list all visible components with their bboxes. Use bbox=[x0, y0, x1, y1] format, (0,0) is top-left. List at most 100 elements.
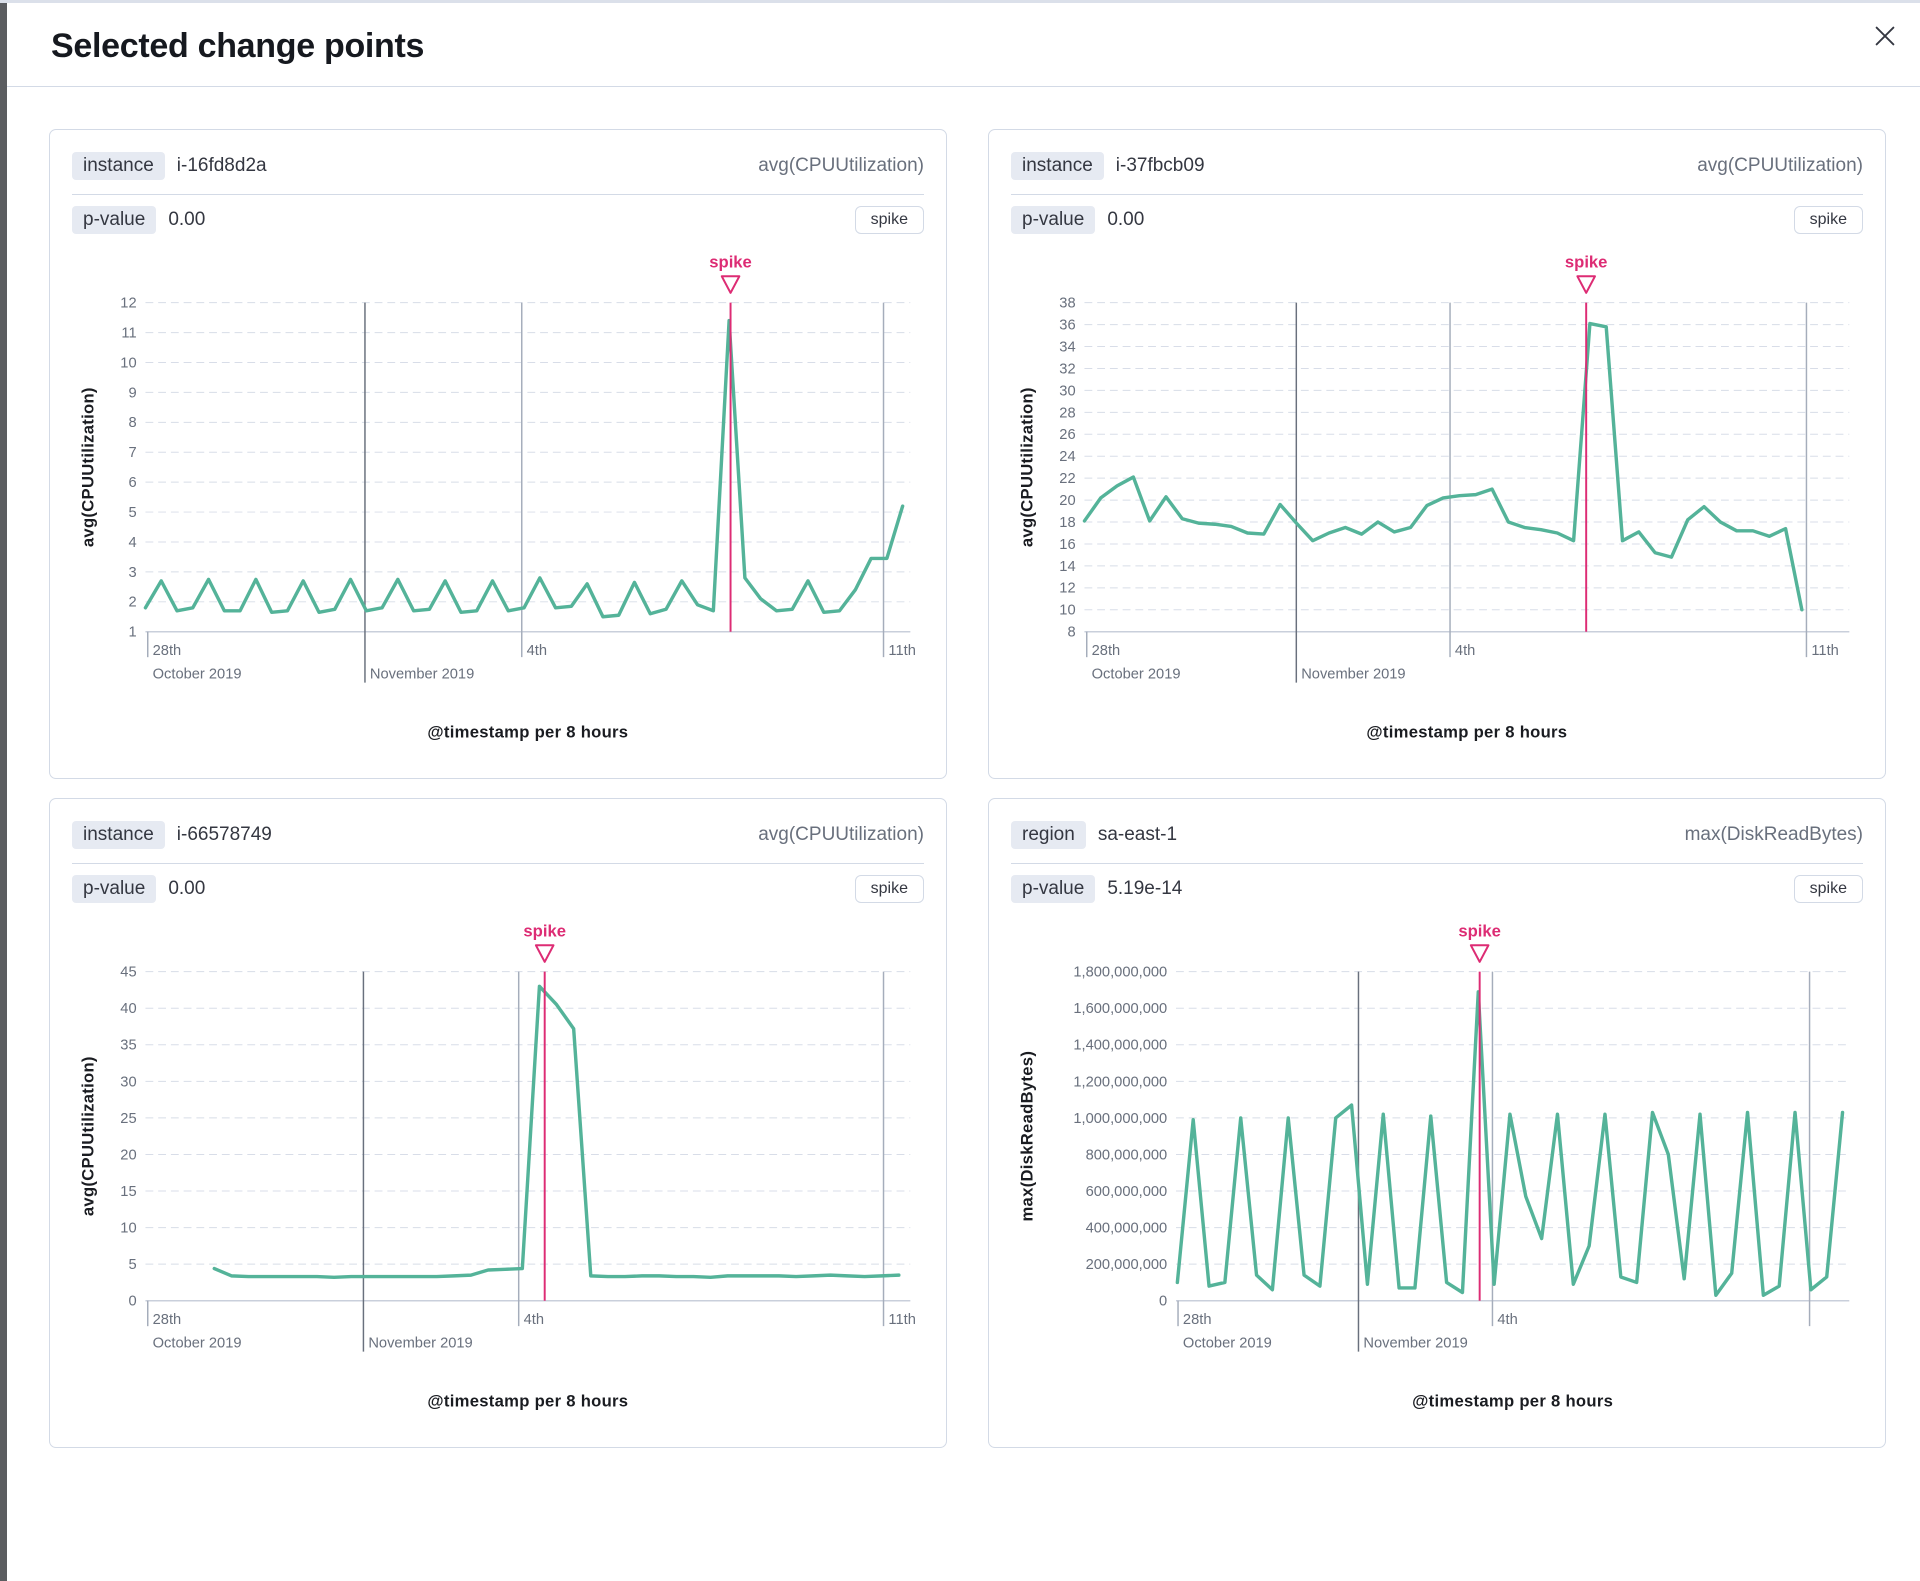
panel-header: instance i-37fbcb09 avg(CPUUtilization) bbox=[1011, 146, 1863, 195]
svg-text:4th: 4th bbox=[527, 643, 547, 659]
p-value-badge: p-value bbox=[1011, 206, 1096, 234]
svg-text:October 2019: October 2019 bbox=[153, 1336, 242, 1352]
svg-text:18: 18 bbox=[1059, 515, 1075, 531]
svg-text:30: 30 bbox=[1059, 383, 1075, 399]
svg-text:11: 11 bbox=[121, 325, 136, 341]
svg-text:20: 20 bbox=[120, 1147, 136, 1163]
svg-text:3: 3 bbox=[128, 565, 136, 581]
selected-change-points-modal: Selected change points instance i-16fd8d… bbox=[7, 3, 1920, 1448]
svg-text:spike: spike bbox=[523, 921, 566, 940]
svg-text:24: 24 bbox=[1059, 449, 1075, 465]
svg-text:avg(CPUUtilization): avg(CPUUtilization) bbox=[1018, 387, 1037, 547]
p-value-badge: p-value bbox=[72, 206, 157, 234]
svg-text:15: 15 bbox=[120, 1184, 136, 1200]
svg-text:0: 0 bbox=[128, 1294, 136, 1310]
change-type-badge[interactable]: spike bbox=[1793, 875, 1863, 903]
change-point-chart[interactable]: 12 11 10 9 8 7 6 5 4 3 2 1 28th October 2019 November … bbox=[72, 240, 924, 749]
svg-text:34: 34 bbox=[1059, 339, 1075, 355]
svg-text:16: 16 bbox=[1059, 537, 1075, 553]
svg-text:28th: 28th bbox=[153, 1312, 182, 1328]
background-app-edge bbox=[0, 3, 7, 1581]
metric-label: avg(CPUUtilization) bbox=[758, 155, 924, 176]
field-value: i-37fbcb09 bbox=[1115, 155, 1205, 176]
svg-text:200,000,000: 200,000,000 bbox=[1086, 1257, 1168, 1273]
metric-label: avg(CPUUtilization) bbox=[1697, 155, 1863, 176]
svg-text:22: 22 bbox=[1059, 471, 1075, 487]
panel-header: region sa-east-1 max(DiskReadBytes) bbox=[1011, 815, 1863, 864]
svg-text:November 2019: November 2019 bbox=[1301, 667, 1405, 683]
field-name-badge: region bbox=[1011, 821, 1086, 849]
p-value-badge: p-value bbox=[1011, 875, 1096, 903]
close-button[interactable] bbox=[1866, 17, 1904, 55]
svg-text:2: 2 bbox=[128, 595, 136, 611]
svg-text:38: 38 bbox=[1059, 296, 1075, 312]
p-value: 5.19e-14 bbox=[1107, 878, 1183, 899]
svg-text:36: 36 bbox=[1059, 318, 1075, 334]
svg-text:5: 5 bbox=[128, 1257, 136, 1273]
svg-text:28th: 28th bbox=[1183, 1312, 1212, 1328]
svg-text:28th: 28th bbox=[1092, 643, 1121, 659]
p-value-row: p-value 0.00 spike bbox=[72, 864, 924, 905]
change-type-badge[interactable]: spike bbox=[854, 875, 924, 903]
change-type-badge[interactable]: spike bbox=[1793, 206, 1863, 234]
p-value-badge: p-value bbox=[72, 875, 157, 903]
svg-text:28th: 28th bbox=[153, 643, 182, 659]
svg-text:10: 10 bbox=[1059, 603, 1075, 619]
svg-text:11th: 11th bbox=[888, 1312, 915, 1328]
svg-text:12: 12 bbox=[120, 296, 136, 312]
svg-text:0: 0 bbox=[1159, 1294, 1167, 1310]
svg-text:spike: spike bbox=[1458, 921, 1501, 940]
change-point-panel: region sa-east-1 max(DiskReadBytes) p-va… bbox=[988, 798, 1886, 1448]
svg-text:8: 8 bbox=[128, 415, 136, 431]
p-value-row: p-value 0.00 spike bbox=[72, 195, 924, 236]
metric-label: max(DiskReadBytes) bbox=[1684, 824, 1863, 845]
svg-text:28: 28 bbox=[1059, 405, 1075, 421]
svg-text:4th: 4th bbox=[524, 1312, 544, 1328]
svg-text:5: 5 bbox=[128, 505, 136, 521]
svg-text:40: 40 bbox=[120, 1001, 136, 1017]
svg-text:20: 20 bbox=[1059, 493, 1075, 509]
svg-text:avg(CPUUtilization): avg(CPUUtilization) bbox=[79, 1056, 98, 1216]
field-value: i-16fd8d2a bbox=[176, 155, 267, 176]
svg-text:November 2019: November 2019 bbox=[368, 1336, 472, 1352]
svg-text:800,000,000: 800,000,000 bbox=[1086, 1147, 1168, 1163]
svg-text:32: 32 bbox=[1059, 361, 1075, 377]
svg-text:October 2019: October 2019 bbox=[153, 667, 242, 683]
svg-text:November 2019: November 2019 bbox=[1363, 1336, 1467, 1352]
panel-header: instance i-16fd8d2a avg(CPUUtilization) bbox=[72, 146, 924, 195]
svg-text:6: 6 bbox=[128, 475, 136, 491]
change-point-chart[interactable]: 38 36 34 32 30 28 26 24 22 20 18 16 14 12 10 8 28th Octob… bbox=[1011, 240, 1863, 749]
svg-text:1,800,000,000: 1,800,000,000 bbox=[1073, 965, 1167, 981]
svg-text:spike: spike bbox=[1565, 252, 1608, 271]
field-value: sa-east-1 bbox=[1097, 824, 1178, 845]
svg-text:4: 4 bbox=[128, 535, 136, 551]
change-point-chart[interactable]: 1,800,000,000 1,600,000,000 1,400,000,000 1… bbox=[1011, 909, 1863, 1418]
svg-text:1,000,000,000: 1,000,000,000 bbox=[1073, 1111, 1167, 1127]
p-value: 0.00 bbox=[168, 878, 206, 899]
svg-text:1,400,000,000: 1,400,000,000 bbox=[1073, 1038, 1167, 1054]
svg-text:max(DiskReadBytes): max(DiskReadBytes) bbox=[1018, 1051, 1037, 1222]
page-title: Selected change points bbox=[51, 27, 425, 65]
svg-text:12: 12 bbox=[1059, 581, 1075, 597]
change-point-chart[interactable]: 45 40 35 30 25 20 15 10 5 0 28th October 2019 Novemb… bbox=[72, 909, 924, 1418]
field-name-badge: instance bbox=[72, 821, 165, 849]
field-name-badge: instance bbox=[1011, 152, 1104, 180]
svg-text:45: 45 bbox=[120, 965, 136, 981]
svg-text:@timestamp per 8 hours: @timestamp per 8 hours bbox=[1412, 1391, 1613, 1410]
svg-text:26: 26 bbox=[1059, 427, 1075, 443]
change-point-panel: instance i-66578749 avg(CPUUtilization) … bbox=[49, 798, 947, 1448]
p-value: 0.00 bbox=[1107, 209, 1145, 230]
svg-text:7: 7 bbox=[128, 445, 136, 461]
svg-text:35: 35 bbox=[120, 1038, 136, 1054]
modal-header: Selected change points bbox=[7, 3, 1920, 87]
svg-text:10: 10 bbox=[120, 355, 136, 371]
svg-text:4th: 4th bbox=[1455, 643, 1475, 659]
change-point-panel: instance i-37fbcb09 avg(CPUUtilization) … bbox=[988, 129, 1886, 779]
panel-grid: instance i-16fd8d2a avg(CPUUtilization) … bbox=[7, 87, 1920, 1448]
svg-text:@timestamp per 8 hours: @timestamp per 8 hours bbox=[1366, 722, 1567, 741]
svg-text:9: 9 bbox=[128, 385, 136, 401]
field-value: i-66578749 bbox=[176, 824, 272, 845]
p-value-row: p-value 5.19e-14 spike bbox=[1011, 864, 1863, 905]
close-icon bbox=[1872, 26, 1898, 52]
change-type-badge[interactable]: spike bbox=[854, 206, 924, 234]
